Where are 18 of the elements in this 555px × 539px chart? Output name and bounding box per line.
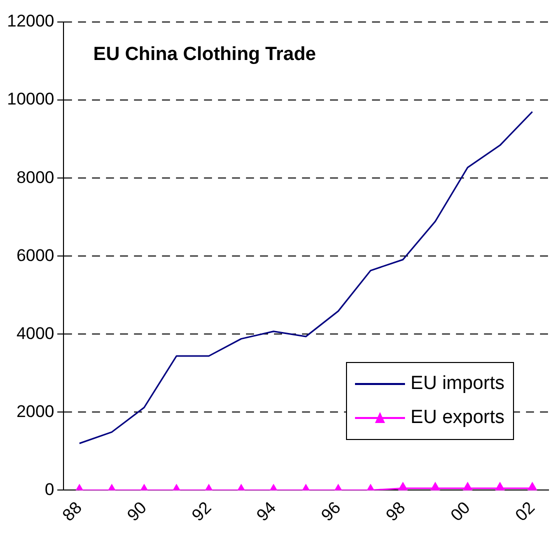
- x-tick-label: 96: [318, 498, 344, 525]
- x-tick-label: 92: [188, 498, 215, 525]
- y-tick-label: 12000: [6, 12, 54, 31]
- x-tick-label: 88: [58, 498, 86, 525]
- x-tick-label: 98: [382, 498, 410, 525]
- y-tick-label: 2000: [16, 402, 54, 421]
- y-tick-label: 4000: [16, 324, 54, 343]
- x-tick-label: 90: [123, 498, 150, 525]
- y-tick-label: 6000: [16, 246, 54, 265]
- legend-label: EU exports: [410, 406, 504, 430]
- y-tick-label: 0: [44, 480, 54, 499]
- y-tick-label: 10000: [6, 90, 54, 109]
- x-tick-label: 00: [446, 498, 474, 525]
- text: EU China Clothing Trade: [93, 44, 316, 66]
- legend-label: EU imports: [410, 372, 504, 396]
- x-tick-label: 94: [252, 498, 280, 525]
- y-tick-label: 8000: [16, 168, 54, 187]
- x-tick-label: 02: [512, 498, 538, 525]
